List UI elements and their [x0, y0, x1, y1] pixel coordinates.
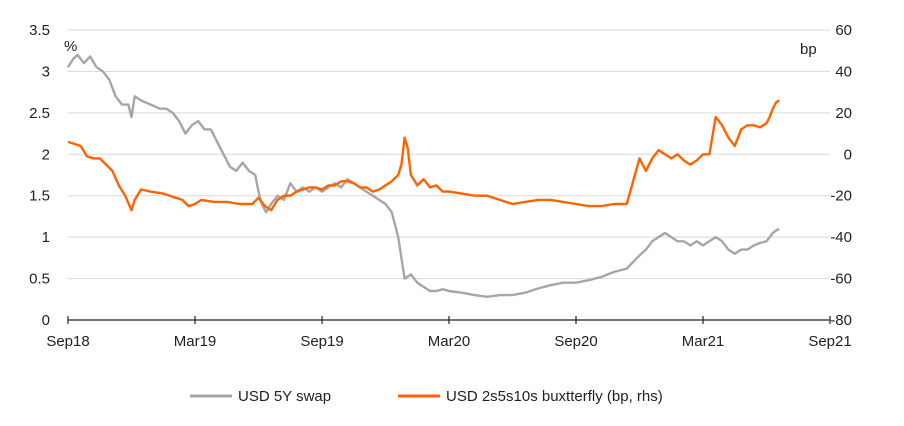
- right-tick-label: 20: [835, 105, 852, 122]
- right-tick-label: 60: [835, 22, 852, 39]
- left-tick-label: 0.5: [29, 271, 50, 288]
- legend: USD 5Y swap USD 2s5s10s buxtterfly (bp, r…: [190, 388, 663, 405]
- right-tick-label: -80: [830, 312, 852, 329]
- legend-label-0: USD 5Y swap: [238, 388, 331, 405]
- left-tick-label: 1: [42, 229, 50, 246]
- left-tick-label: 2.5: [29, 105, 50, 122]
- x-tick-label: Sep19: [300, 333, 343, 350]
- left-unit-label: %: [64, 38, 77, 55]
- series-line-1: [67, 99, 780, 212]
- left-tick-label: 2: [42, 146, 50, 163]
- x-axis: Sep18 Mar19 Sep19 Mar20 Sep20 Mar21 Sep21: [46, 316, 852, 350]
- right-tick-label: 40: [835, 63, 852, 80]
- x-tick-label: Mar21: [682, 333, 725, 350]
- left-tick-label: 1.5: [29, 188, 50, 205]
- x-tick-label: Sep20: [554, 333, 597, 350]
- left-tick-label: 0: [42, 312, 50, 329]
- left-axis-ticks: 0 0.5 1 1.5 2 2.5 3 3.5: [29, 22, 50, 329]
- x-tick-label: Sep21: [808, 333, 851, 350]
- x-tick-label: Mar20: [428, 333, 471, 350]
- x-tick-label: Mar19: [174, 333, 217, 350]
- left-tick-label: 3: [42, 63, 50, 80]
- series-line-0: [66, 53, 780, 298]
- right-tick-label: -20: [830, 188, 852, 205]
- right-unit-label: bp: [800, 41, 817, 58]
- series-lines: [66, 53, 780, 298]
- right-axis-ticks: -80 -60 -40 -20 0 20 40 60: [830, 22, 852, 329]
- legend-label-1: USD 2s5s10s buxtterfly (bp, rhs): [446, 388, 663, 405]
- gridlines: [68, 29, 830, 321]
- left-tick-label: 3.5: [29, 22, 50, 39]
- right-tick-label: -60: [830, 271, 852, 288]
- right-tick-label: -40: [830, 229, 852, 246]
- x-tick-label: Sep18: [46, 333, 89, 350]
- right-tick-label: 0: [844, 146, 852, 163]
